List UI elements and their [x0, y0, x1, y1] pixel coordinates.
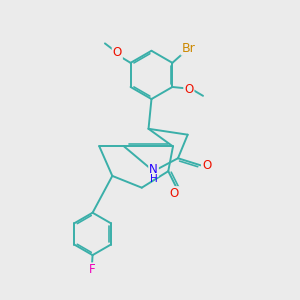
Text: O: O — [202, 159, 211, 172]
Text: F: F — [89, 263, 95, 276]
Text: Br: Br — [182, 42, 195, 55]
Text: H: H — [150, 174, 158, 184]
Text: O: O — [113, 46, 122, 59]
Text: O: O — [184, 83, 194, 96]
Text: O: O — [170, 187, 179, 200]
Text: N: N — [149, 163, 158, 176]
